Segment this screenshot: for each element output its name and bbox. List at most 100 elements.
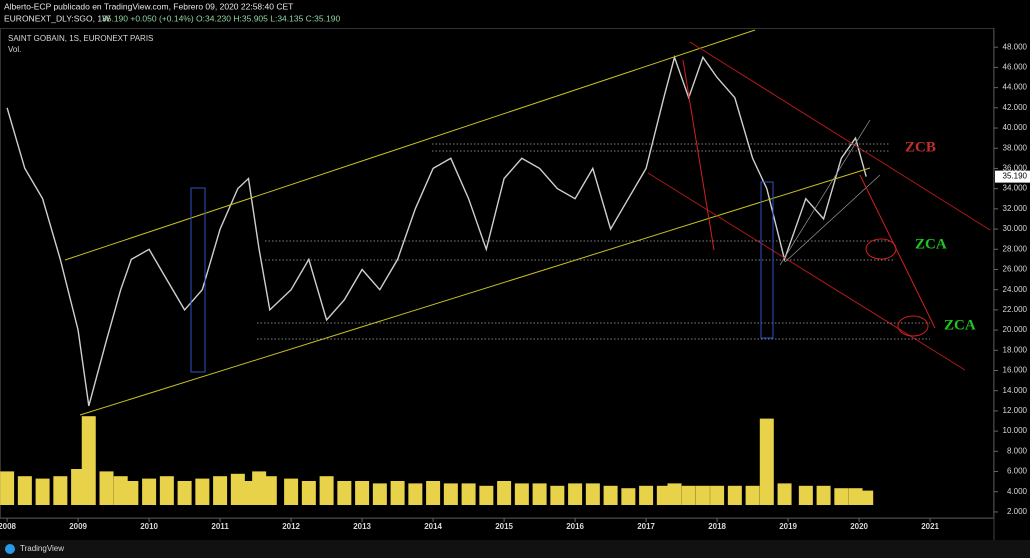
volume-bar: [656, 485, 671, 505]
volume-bar: [848, 488, 863, 505]
volume-bar: [355, 481, 370, 505]
last-price-tag: [995, 170, 1030, 183]
volume-bar: [35, 478, 50, 505]
volume-bar: [262, 476, 277, 505]
quote: 35.190 +0.050 (+0.14%) O:34.230 H:35.905…: [102, 13, 340, 23]
volume-bar: [159, 476, 174, 505]
x-tick-label: 2014: [424, 522, 442, 531]
x-tick-label: 2021: [921, 522, 939, 531]
footer-bar: [0, 540, 1030, 558]
volume-bar: [426, 481, 441, 505]
x-tick-label: 2009: [69, 522, 87, 531]
annotation: ZCA: [944, 317, 976, 333]
ellipse: [897, 315, 929, 337]
y-tick-label: 30.000: [1003, 224, 1028, 233]
trend-line: [647, 172, 966, 371]
y-tick-label: 42.000: [1003, 103, 1028, 112]
volume-bar: [252, 471, 267, 505]
arrow: [682, 59, 715, 251]
y-tick-label: 20.000: [1003, 325, 1028, 334]
volume-bar: [53, 476, 68, 505]
trend-line: [784, 174, 881, 263]
volume-bar: [177, 481, 192, 505]
y-tick-label: 28.000: [1003, 244, 1028, 253]
box: [760, 181, 774, 339]
trend-line: [689, 41, 991, 231]
trend-line: [79, 167, 871, 416]
trend-line: [64, 29, 756, 261]
brand: TradingView: [20, 544, 64, 553]
volume-bar: [710, 485, 725, 505]
volume-bar: [585, 483, 600, 505]
volume-bar: [639, 485, 654, 505]
volume-bar: [113, 476, 128, 505]
volume-bar: [195, 478, 210, 505]
volume-bar: [603, 485, 618, 505]
x-tick-label: 2010: [140, 522, 158, 531]
volume-bar: [859, 490, 874, 505]
price-line: [6, 54, 867, 407]
box: [190, 187, 206, 373]
y-tick-label: 8.000: [1007, 446, 1028, 455]
volume-bar: [17, 476, 32, 505]
last-price-label: 35.190: [1003, 172, 1028, 181]
volume-bar: [621, 488, 636, 505]
volume-bar: [372, 483, 387, 505]
volume-bar: [81, 416, 96, 505]
symbol: EURONEXT_DLY:SGO, 1W: [4, 13, 110, 23]
volume-bar: [777, 483, 792, 505]
volume-bar: [667, 483, 682, 505]
x-tick-label: 2016: [566, 522, 584, 531]
x-tick-label: 2020: [850, 522, 868, 531]
volume-bar: [230, 473, 245, 505]
volume-bar: [408, 483, 423, 505]
y-tick-label: 4.000: [1007, 487, 1028, 496]
volume-bar: [695, 485, 710, 505]
y-tick-label: 26.000: [1003, 265, 1028, 274]
y-tick-label: 12.000: [1003, 406, 1028, 415]
levels: [257, 143, 930, 340]
volume-bar: [284, 478, 299, 505]
volume-bar: [337, 481, 352, 505]
volume-bar: [514, 483, 529, 505]
chart-title: SAINT GOBAIN, 1S, EURONEXT PARIS: [8, 34, 153, 43]
volume-bar: [241, 481, 256, 505]
arrow: [859, 174, 936, 329]
x-tick-label: 2018: [708, 522, 726, 531]
volume-bar: [71, 469, 86, 505]
annotation: ZCB: [905, 139, 936, 155]
volume-bar: [568, 483, 583, 505]
x-tick-label: 2012: [282, 522, 300, 531]
plot: [0, 54, 874, 505]
volume-bar: [0, 471, 15, 505]
volume-bar: [99, 471, 114, 505]
volume-bar: [681, 485, 696, 505]
x-tick-label: 2008: [0, 522, 17, 531]
y-tick-label: 40.000: [1003, 123, 1028, 132]
y-tick-label: 36.000: [1003, 164, 1028, 173]
y-tick-label: 16.000: [1003, 366, 1028, 375]
volume-bar: [834, 488, 849, 505]
volume-bar: [816, 485, 831, 505]
volume-bar: [727, 485, 742, 505]
y-tick-label: 48.000: [1003, 42, 1028, 51]
volume-bar: [550, 485, 565, 505]
drawings: [64, 29, 991, 416]
volume-bar: [479, 485, 494, 505]
y-tick-label: 38.000: [1003, 143, 1028, 152]
y-tick-label: 32.000: [1003, 204, 1028, 213]
volume-bar: [301, 481, 316, 505]
y-tick-label: 2.000: [1007, 507, 1028, 516]
logo: [5, 544, 15, 554]
y-tick-label: 18.000: [1003, 345, 1028, 354]
volume-bar: [532, 483, 547, 505]
x-tick-label: 2015: [495, 522, 513, 531]
x-tick-label: 2017: [637, 522, 655, 531]
x-tick-label: 2013: [353, 522, 371, 531]
volume-label: Vol.: [8, 45, 21, 54]
ellipse: [865, 238, 897, 260]
volume-bar: [142, 478, 157, 505]
volume-bar: [461, 483, 476, 505]
published-line: Alberto-ECP publicado en TradingView.com…: [4, 1, 293, 11]
